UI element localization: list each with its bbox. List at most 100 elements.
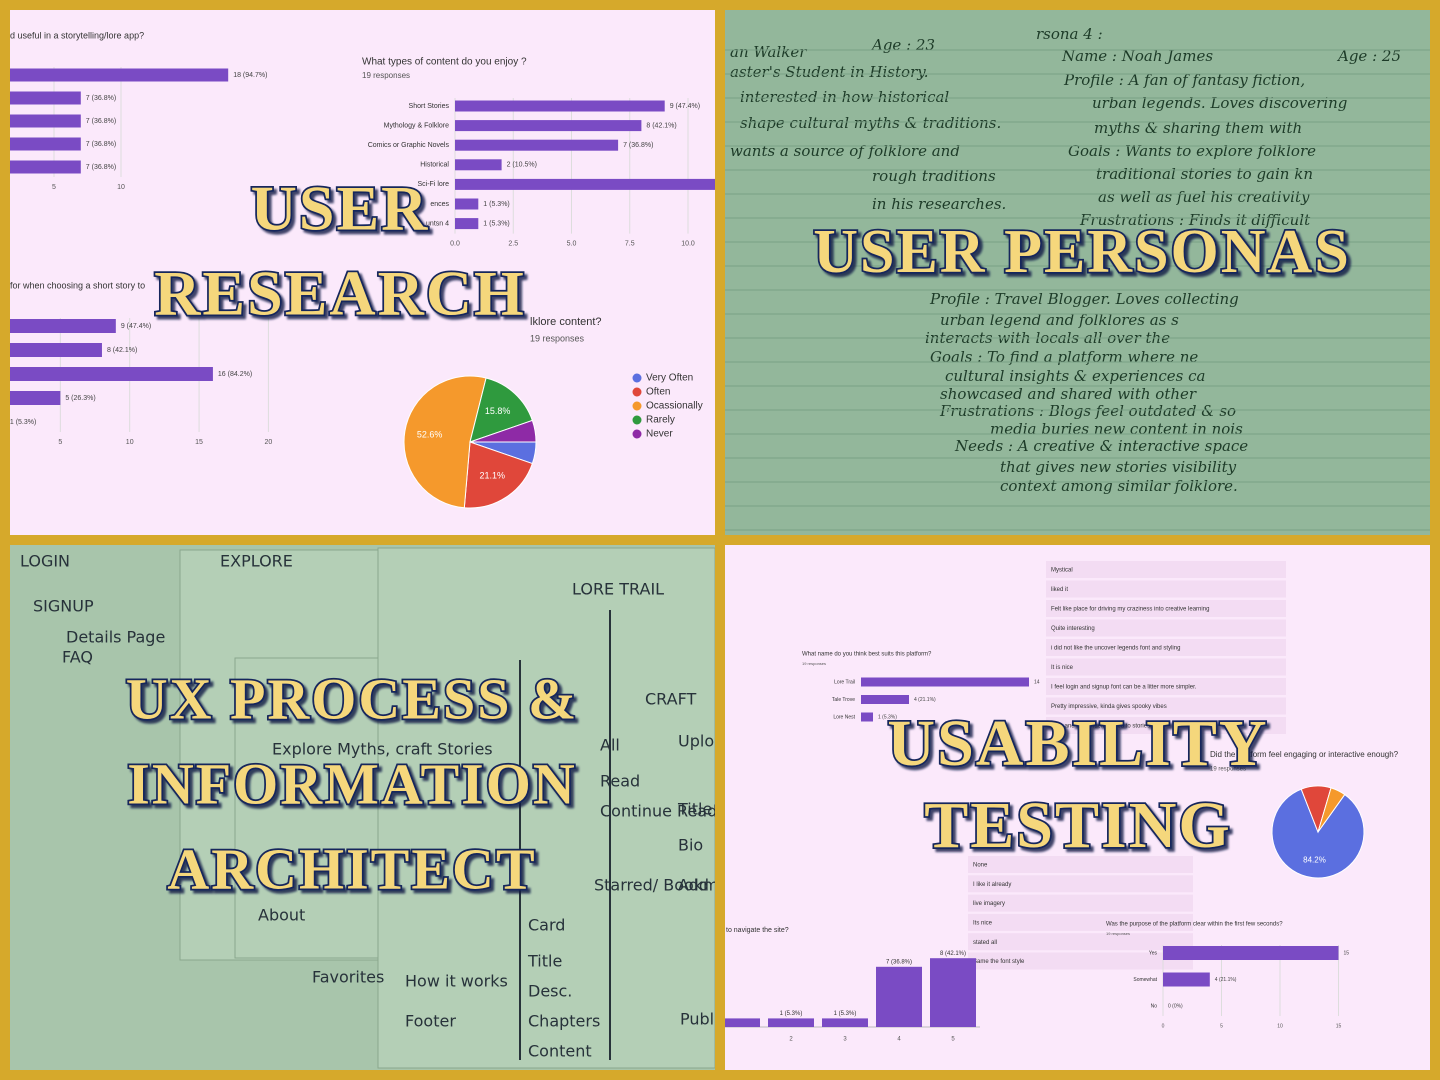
section-title: USER PERSONAS: [813, 218, 1351, 286]
section-title: USABILITY: [887, 707, 1268, 780]
response: Quite interesting: [1051, 626, 1095, 632]
x-tick-label: 0: [1162, 1023, 1165, 1029]
value-label: 1 (5.3%): [834, 1011, 857, 1017]
response: It is nice: [1051, 665, 1074, 671]
persona-line: wants a source of folklore and: [730, 142, 960, 160]
chart-subtitle: 19 responses: [530, 333, 585, 343]
persona-line: context among similar folklore.: [1000, 477, 1238, 495]
response: Its nice: [973, 920, 993, 926]
bar: [10, 91, 81, 105]
group: an Walker Age : 23 aster's Student in Hist…: [725, 25, 1430, 531]
response-row: [1046, 639, 1286, 656]
value-label: 1 (5.3%): [483, 201, 509, 208]
response-row: [1046, 697, 1286, 715]
persona-line: Goals : Wants to explore folklore: [1068, 142, 1316, 160]
x-tick-label: 4: [897, 1037, 901, 1043]
x-tick-label: 2.5: [508, 240, 518, 247]
pie-slice: [1271, 788, 1365, 879]
sketch-label: Explore Myths, craft Stories: [272, 740, 493, 759]
paper-sheet: [377, 547, 715, 1069]
legend-swatch: [632, 429, 642, 439]
sketch-label: Bio: [678, 836, 703, 855]
value-label: 84.2%: [1303, 855, 1326, 864]
value-label: 7 (36.8%): [886, 959, 912, 965]
persona-line: urban legends. Loves discovering: [1092, 94, 1347, 112]
bar: [768, 1018, 814, 1027]
value-label: 9 (47.4%): [121, 323, 151, 330]
panel-research: [10, 10, 715, 535]
value-label: 8 (42.1%): [646, 122, 676, 129]
legend-swatch: [632, 387, 642, 397]
response: I like it already: [973, 882, 1011, 888]
section-title: TESTING: [924, 789, 1231, 862]
pie-slice: [463, 441, 534, 509]
persona-line: an Walker: [730, 43, 807, 61]
value-label: 2 (10.5%): [507, 162, 537, 169]
persona-line: Goals : To find a platform where ne: [930, 348, 1198, 366]
chart-title: Did the platform feel engaging or intera…: [1210, 750, 1399, 759]
persona-line: Name : Noah James: [1061, 47, 1213, 65]
response: liked it: [1051, 587, 1068, 593]
sketch-label: EXPLORE: [220, 552, 293, 571]
chart-title: What types of content do you enjoy ?: [362, 57, 527, 68]
sketch-label: Content: [528, 1042, 592, 1061]
persona-line: rough traditions: [872, 167, 996, 185]
persona-line: that gives new stories visibility: [1000, 458, 1237, 476]
bar: [10, 160, 81, 174]
bar: [1163, 972, 1210, 987]
bar: [861, 712, 873, 722]
x-tick-label: 7.5: [625, 240, 635, 247]
response: Felt like place for driving my craziness…: [1051, 607, 1209, 613]
bar: [455, 159, 502, 171]
persona-line: Frustrations : Blogs feel outdated & so: [939, 402, 1236, 420]
sketch-label: LOGIN: [20, 552, 70, 571]
value-label: 16 (84.2%): [218, 371, 252, 378]
response-row: [1046, 600, 1286, 617]
response-row: [1046, 658, 1286, 676]
bar: [455, 218, 479, 230]
pie-slice: [403, 375, 487, 509]
group: d useful in a storytelling/lore app? 5 10 1…: [0, 30, 715, 509]
group: Mystical liked it Felt like place for driv…: [725, 561, 1399, 1043]
response-row: [1046, 678, 1286, 695]
response-row: [968, 933, 1193, 951]
value-label: 1 (5.3%): [483, 220, 509, 227]
x-tick-label: 0.0: [450, 240, 460, 247]
sketch-label: Favorites: [312, 968, 384, 987]
response-row: [968, 952, 1193, 970]
section-title: INFORMATION: [127, 751, 576, 816]
response-row: [1046, 619, 1286, 637]
chart-subtitle: 19 responses: [362, 71, 410, 80]
bar: [876, 966, 922, 1027]
response: stated all: [973, 940, 997, 946]
persona-line: Profile : A fan of fantasy fiction,: [1063, 71, 1305, 89]
x-tick-label: 20: [265, 439, 273, 446]
value-label: 7 (36.8%): [86, 164, 116, 171]
bar: [455, 139, 619, 151]
bar: [0, 415, 5, 429]
bar: [10, 68, 229, 82]
sketch-label: How it works: [405, 972, 508, 991]
response-row: [968, 875, 1193, 893]
chart-title: What name do you think best suits this p…: [802, 652, 932, 658]
value-label: 52.6%: [417, 430, 443, 440]
response: None: [973, 863, 988, 869]
response-row: [968, 913, 1193, 931]
section-title: UX PROCESS &: [126, 666, 579, 731]
x-tick-label: 5: [58, 439, 62, 446]
response-row: [1046, 580, 1286, 598]
x-tick-label: 10.0: [681, 240, 695, 247]
sketch-label: Upload Images: [678, 732, 798, 751]
legend-swatch: [632, 415, 642, 425]
x-tick-label: 15: [195, 439, 203, 446]
bar: [455, 198, 479, 210]
sketch-label: Starred/ Bookmark: [594, 876, 745, 895]
chart-subtitle: 19 responses: [802, 661, 826, 666]
section-title: RESEARCH: [154, 258, 526, 329]
persona-line: Age : 23: [870, 36, 935, 54]
section-title: ARCHITECT: [167, 836, 536, 901]
sketch-label: Card: [528, 916, 565, 935]
response: I feel login and signup font can be a li…: [1051, 685, 1197, 691]
titles: USER RESEARCH USER PERSONAS UX PROCESS & INF…: [124, 171, 1351, 903]
